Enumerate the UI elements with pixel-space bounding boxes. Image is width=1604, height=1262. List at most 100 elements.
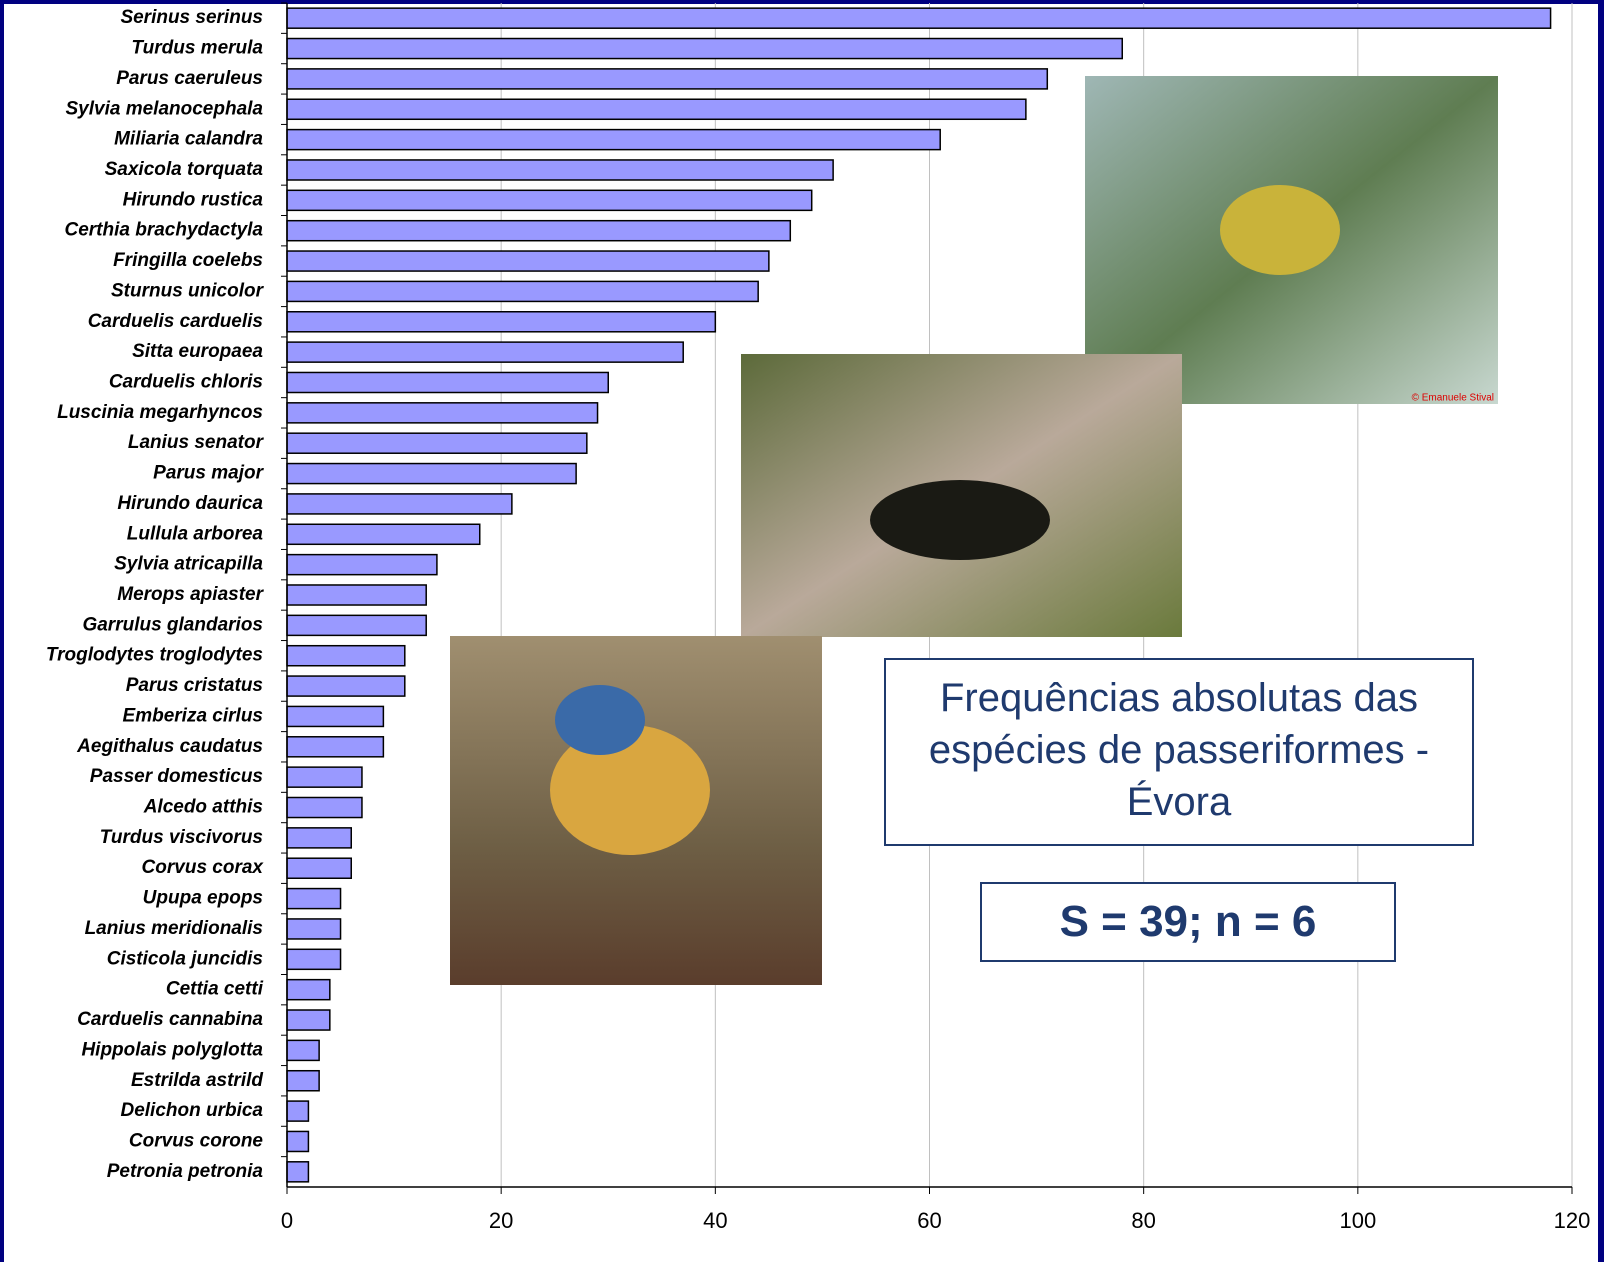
y-tick-label: Passer domesticus [90, 766, 263, 787]
frame-left [0, 0, 4, 1262]
y-tick-label: Cisticola juncidis [107, 948, 263, 969]
y-tick-label: Upupa epops [143, 888, 263, 909]
y-tick-label: Sturnus unicolor [111, 280, 265, 301]
y-tick-label: Troglodytes troglodytes [46, 645, 263, 666]
y-tick-label: Certhia brachydactyla [64, 220, 263, 241]
bar [286, 98, 1027, 121]
y-tick-label: Lanius meridionalis [85, 918, 263, 939]
bar [286, 1100, 310, 1122]
y-tick-label: Hirundo rustica [123, 189, 264, 210]
bar [286, 7, 1552, 29]
y-tick-label: Turdus merula [131, 38, 263, 59]
bar [286, 644, 406, 667]
bar [286, 219, 792, 242]
bar [286, 432, 588, 454]
bar [286, 736, 385, 758]
bar [286, 857, 352, 879]
y-tick-label: Estrilda astrild [131, 1070, 263, 1091]
photo-bird [550, 725, 710, 855]
frame-right [1598, 0, 1604, 1262]
bar [286, 68, 1049, 90]
bar [286, 462, 577, 485]
bar [286, 1009, 331, 1031]
x-tick-label: 0 [281, 1208, 293, 1233]
y-tick-label: Sylvia atricapilla [114, 554, 263, 575]
y-tick-label: Delichon urbica [120, 1100, 263, 1121]
bar [286, 311, 717, 333]
y-tick-label: Lanius senator [128, 432, 265, 453]
bar [286, 978, 331, 1001]
y-tick-label: Hirundo daurica [117, 493, 263, 514]
y-tick-label: Parus cristatus [126, 675, 263, 696]
bar [286, 887, 342, 910]
bar [286, 341, 684, 363]
bar [286, 766, 363, 788]
photo-bird [555, 685, 645, 755]
x-tick-label: 60 [917, 1208, 941, 1233]
bar [286, 1161, 310, 1183]
bar [286, 1130, 310, 1153]
y-tick-label: Lullula arborea [127, 523, 264, 544]
photo-bird [1220, 185, 1340, 275]
y-tick-label: Parus major [153, 463, 264, 484]
bar [286, 948, 342, 971]
x-tick-label: 80 [1131, 1208, 1155, 1233]
photo-bird [870, 480, 1050, 560]
y-tick-label: Carduelis carduelis [88, 311, 263, 332]
bar [286, 402, 599, 424]
y-tick-label: Serinus serinus [120, 7, 263, 28]
title-box: Frequências absolutas das espécies de pa… [884, 658, 1474, 846]
y-tick-label: Carduelis cannabina [77, 1009, 263, 1030]
bar [286, 675, 406, 697]
bar [286, 37, 1123, 60]
bar [286, 1069, 320, 1092]
y-tick-label: Emberiza cirlus [123, 705, 263, 726]
y-tick-label: Alcedo atthis [143, 797, 263, 818]
bar [286, 918, 342, 940]
y-tick-label: Saxicola torquata [105, 159, 264, 180]
annotation-box: S = 39; n = 6 [980, 882, 1396, 962]
bar [286, 796, 363, 819]
bar [286, 523, 481, 546]
y-tick-label: Corvus corone [129, 1130, 264, 1151]
bar [286, 493, 513, 515]
bar [286, 250, 770, 272]
photos: © Emanuele Stival [450, 76, 1498, 985]
y-tick-label: Sitta europaea [132, 341, 263, 362]
y-tick-label: Turdus viscivorus [100, 827, 263, 848]
y-tick-label: Petronia petronia [107, 1161, 264, 1182]
y-tick-label: Luscinia megarhyncos [57, 402, 263, 423]
y-tick-label: Carduelis chloris [109, 372, 263, 393]
bar [286, 159, 834, 181]
y-tick-label: Merops apiaster [117, 584, 264, 605]
y-tick-label: Fringilla coelebs [113, 250, 263, 271]
y-tick-label: Parus caeruleus [116, 68, 263, 89]
bar [286, 705, 385, 728]
x-tick-label: 100 [1339, 1208, 1376, 1233]
y-tick-label: Aegithalus caudatus [76, 736, 263, 757]
y-tick-label: Miliaria calandra [114, 129, 263, 150]
bar [286, 553, 438, 576]
photo-credit: © Emanuele Stival [1412, 393, 1494, 404]
bar [286, 128, 941, 151]
bar [286, 280, 759, 303]
bar [286, 614, 427, 637]
bar [286, 371, 609, 394]
x-tick-label: 20 [489, 1208, 513, 1233]
x-tick-label: 40 [703, 1208, 727, 1233]
y-tick-label: Sylvia melanocephala [66, 98, 264, 119]
bar [286, 1039, 320, 1062]
bar [286, 584, 427, 606]
y-tick-label: Cettia cetti [166, 979, 264, 1000]
bar [286, 189, 813, 212]
x-tick-label: 120 [1554, 1208, 1591, 1233]
y-tick-label: Corvus corax [142, 857, 265, 878]
y-tick-label: Hippolais polyglotta [81, 1039, 263, 1060]
chart-title: Frequências absolutas das espécies de pa… [928, 676, 1430, 824]
frame-top [0, 0, 1604, 4]
annotation: S = 39; n = 6 [1059, 897, 1317, 946]
y-tick-label: Garrulus glandarios [82, 614, 263, 635]
bar [286, 827, 352, 849]
